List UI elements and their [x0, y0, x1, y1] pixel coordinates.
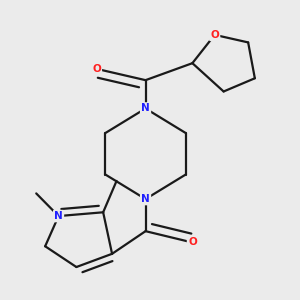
Text: N: N — [141, 103, 150, 113]
Text: O: O — [92, 64, 101, 74]
Text: O: O — [188, 238, 197, 248]
Text: N: N — [141, 194, 150, 204]
Text: O: O — [210, 30, 219, 40]
Text: N: N — [54, 211, 63, 221]
